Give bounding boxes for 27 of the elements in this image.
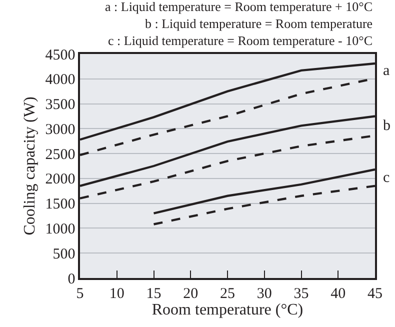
x-axis-title: Room temperature (°C): [152, 302, 304, 319]
x-tick-label: 15: [146, 286, 162, 302]
y-tick-label: 4000: [45, 72, 76, 88]
series-label: c: [383, 170, 390, 186]
x-tick-label: 25: [220, 286, 235, 302]
y-tick-label: 1500: [45, 196, 76, 213]
y-tick-label: 0: [68, 271, 76, 288]
text: c : Liquid temperature = Room temperature - 10°C: [108, 33, 373, 48]
text: b : Liquid temperature = Room temperature: [145, 16, 373, 31]
y-axis-title: Cooling capacity (W): [22, 96, 39, 236]
y-tick-label: 1000: [45, 221, 76, 238]
x-tick-label: 5: [76, 286, 84, 302]
x-tick-label: 10: [109, 286, 124, 302]
y-tick-label: 2500: [45, 146, 76, 163]
x-tick-label: 40: [330, 286, 346, 302]
y-tick-label: 3500: [45, 97, 76, 114]
y-tick-label: 500: [52, 246, 76, 262]
x-tick-label: 35: [294, 286, 309, 302]
series-label: b: [383, 118, 390, 134]
x-tick-label: 20: [183, 286, 198, 302]
x-tick-label: 45: [368, 286, 382, 302]
text: a : Liquid temperature = Room temperature + 10°C: [105, 0, 373, 14]
series-label: a: [383, 63, 390, 79]
y-tick-label: 4500: [45, 47, 76, 64]
y-tick-label: 2000: [45, 172, 76, 188]
x-tick-label: 30: [256, 286, 272, 302]
y-tick-label: 3000: [45, 122, 76, 138]
